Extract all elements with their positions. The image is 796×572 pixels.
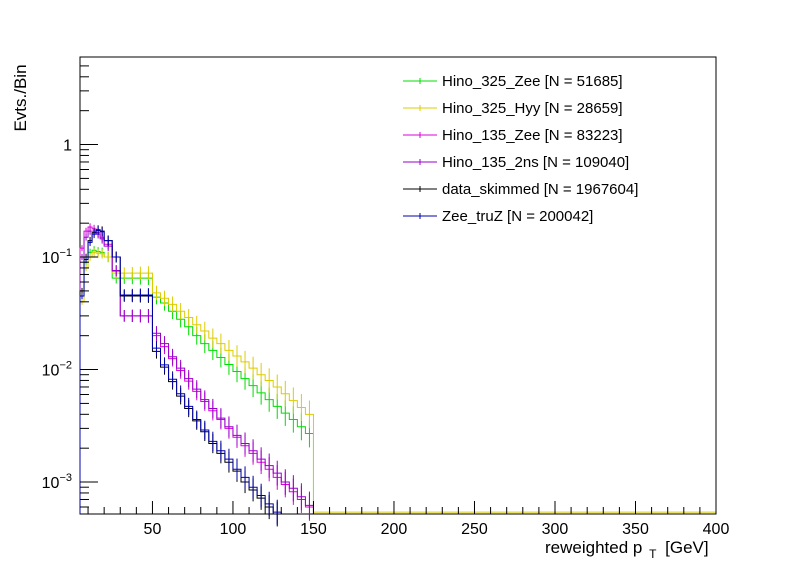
legend-label: data_skimmed [N = 1967604] (442, 181, 638, 198)
legend-label: Hino_135_Zee [N = 83223] (442, 127, 623, 144)
y-tick-label-exponent: −1 (59, 247, 72, 259)
x-tick-label: 150 (300, 521, 327, 538)
legend-label: Hino_135_2ns [N = 109040] (442, 154, 629, 171)
y-tick-label-exponent: −2 (59, 360, 72, 372)
y-tick-label-exponent: −3 (59, 472, 72, 484)
x-tick-label: 100 (220, 521, 247, 538)
series-line-Hino_135_2ns (79, 230, 314, 514)
x-tick-label: 50 (144, 521, 162, 538)
plot-frame (79, 56, 717, 515)
x-tick-label: 350 (622, 521, 649, 538)
legend-entry: Hino_135_Zee [N = 83223] (403, 127, 623, 144)
x-tick-label: 250 (461, 521, 488, 538)
y-tick-label: 10−3 (42, 472, 72, 492)
series-line-Zee_truZ (79, 230, 282, 514)
x-axis-label-unit: [GeV] (665, 538, 708, 557)
y-tick-label-base: 1 (63, 138, 72, 155)
series-line-Hino_325_Hyy (79, 251, 314, 514)
y-tick-label: 10−1 (42, 247, 72, 267)
series-line-Hino_325_Zee (79, 249, 314, 514)
legend-entry: Hino_325_Zee [N = 51685] (403, 73, 623, 90)
legend-entry: Hino_325_Hyy [N = 28659] (403, 100, 623, 117)
legend-entry: data_skimmed [N = 1967604] (403, 181, 638, 198)
y-tick-label: 10−2 (42, 360, 72, 380)
series-Hino_135_2ns (79, 227, 314, 520)
series-Zee_truZ (79, 226, 282, 525)
y-axis: 10−310−210−11 (42, 56, 98, 508)
y-tick-label-base: 10 (42, 475, 60, 492)
legend-entry: Hino_135_2ns [N = 109040] (403, 154, 629, 171)
x-tick-label: 200 (381, 521, 408, 538)
x-axis: 50 100 150 200 250 300 350 400 (87, 501, 730, 538)
y-axis-label: Evts./Bin (11, 64, 30, 131)
series-Hino_135_Zee (79, 223, 314, 521)
x-axis-label-subscript: T (649, 547, 657, 561)
x-axis-label-main: reweighted p (545, 538, 642, 557)
legend-label: Zee_truZ [N = 200042] (442, 208, 593, 225)
series-Hino_325_Hyy (79, 248, 314, 514)
series-Hino_325_Zee (79, 246, 314, 514)
legend: Hino_325_Zee [N = 51685] Hino_325_Hyy [N … (403, 73, 638, 225)
legend-label: Hino_325_Zee [N = 51685] (442, 73, 623, 90)
x-axis-label: reweighted p T [GeV] (545, 538, 709, 562)
y-tick-label-base: 10 (42, 250, 60, 267)
legend-label: Hino_325_Hyy [N = 28659] (442, 100, 623, 117)
x-tick-label: 300 (542, 521, 569, 538)
x-tick-label: 400 (703, 521, 730, 538)
legend-entry: Zee_truZ [N = 200042] (403, 208, 593, 225)
series-layer (79, 223, 716, 527)
y-tick-label-base: 10 (42, 363, 60, 380)
y-tick-label: 1 (63, 138, 72, 155)
